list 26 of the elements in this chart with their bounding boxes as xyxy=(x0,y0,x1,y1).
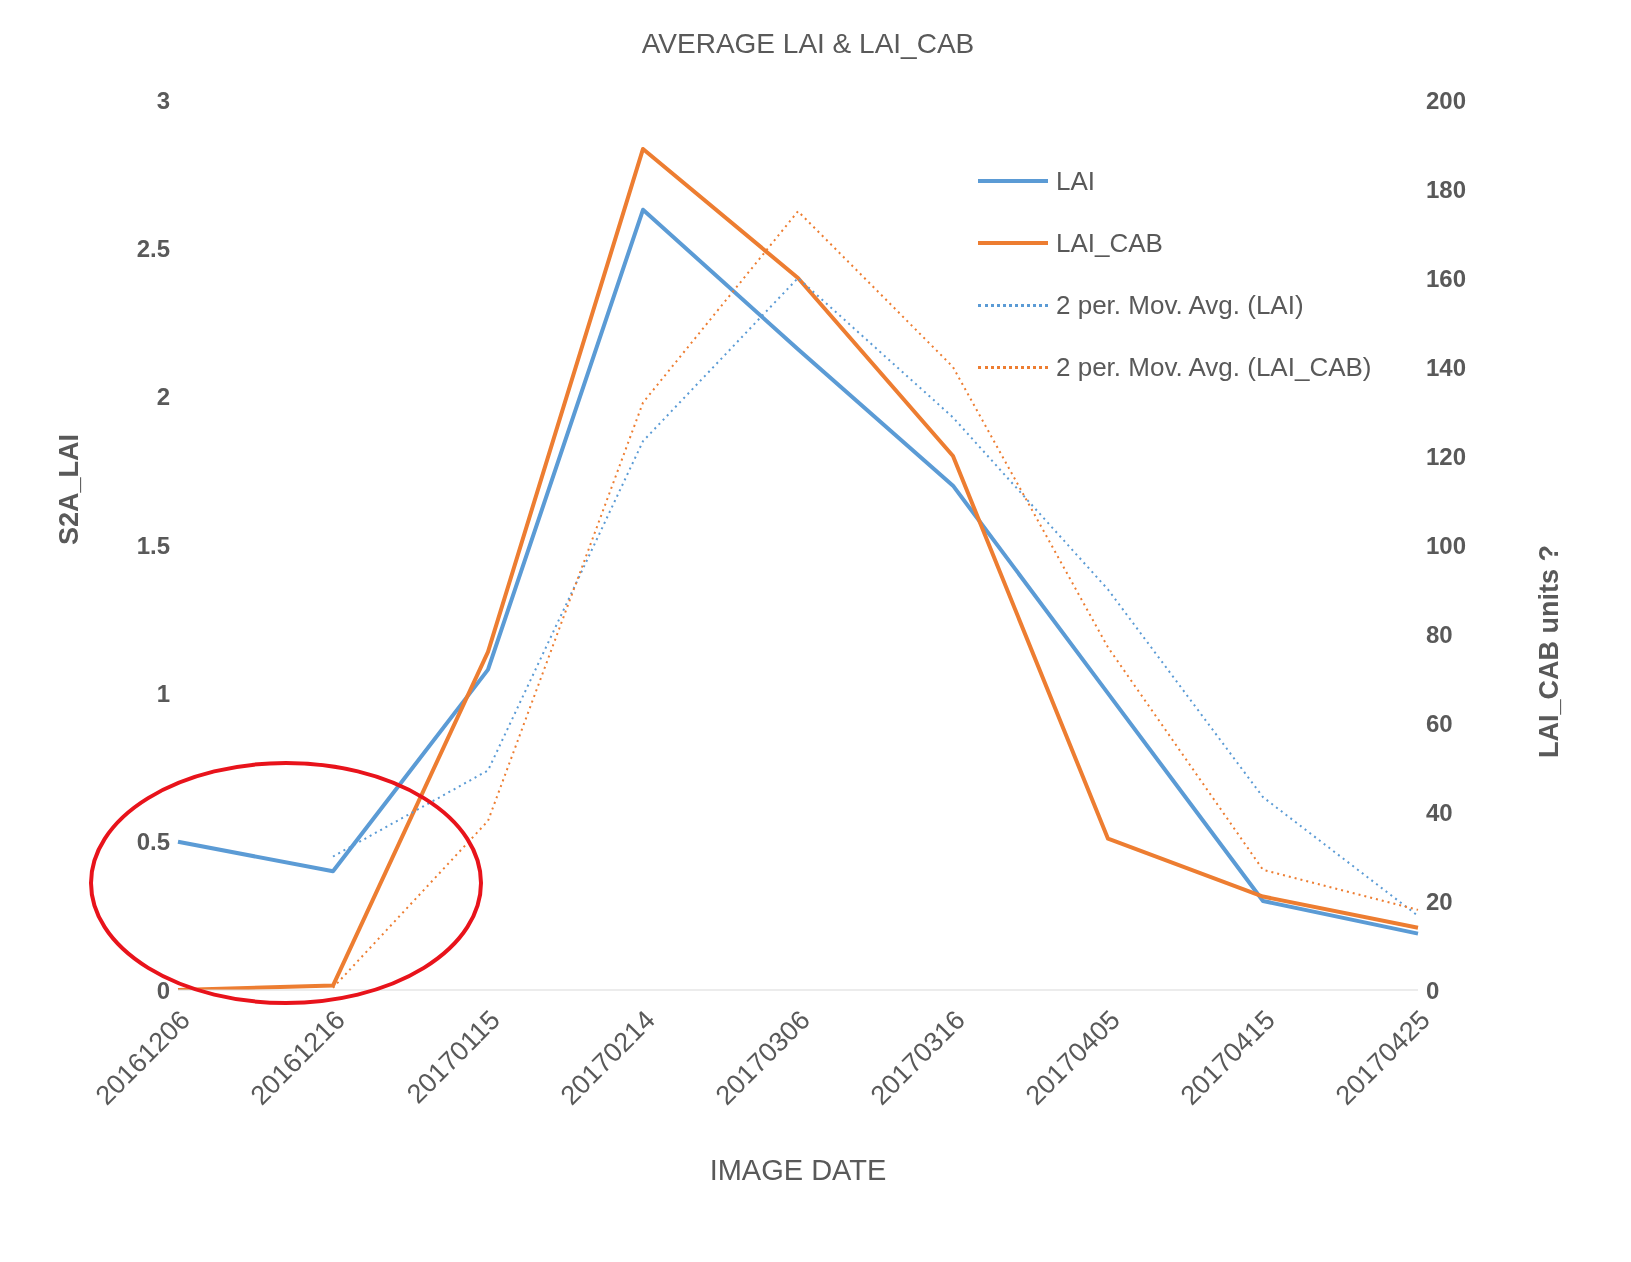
y-tick-label: 2 xyxy=(156,383,170,411)
y-tick-label: 1.5 xyxy=(136,531,170,559)
y2-tick-label: 60 xyxy=(1426,709,1453,737)
y2-axis-title: LAI_CAB units ? xyxy=(1533,545,1564,758)
y2-tick-label: 200 xyxy=(1426,86,1467,114)
y-tick-label: 0.5 xyxy=(136,828,170,856)
y2-tick-label: 80 xyxy=(1426,620,1453,648)
y2-tick-label: 120 xyxy=(1426,442,1467,470)
chart-title: AVERAGE LAI & LAI_CAB xyxy=(640,28,976,60)
y2-tick-label: 100 xyxy=(1426,531,1467,559)
legend-label: 2 per. Mov. Avg. (LAI_CAB) xyxy=(1056,351,1372,383)
y2-tick-label: 140 xyxy=(1426,353,1467,381)
legend-label: LAI_CAB xyxy=(1056,227,1163,259)
x-axis-title: IMAGE DATE xyxy=(709,1154,887,1186)
y2-tick-label: 20 xyxy=(1426,887,1453,915)
y-tick-label: 3 xyxy=(156,86,170,114)
y-tick-label: 1 xyxy=(156,679,170,707)
y2-tick-label: 0 xyxy=(1426,976,1440,1004)
legend-label: LAI xyxy=(1056,165,1096,197)
y2-tick-label: 180 xyxy=(1426,175,1467,203)
y-tick-label: 0 xyxy=(156,976,170,1004)
legend-label: 2 per. Mov. Avg. (LAI) xyxy=(1056,289,1304,321)
y2-tick-label: 160 xyxy=(1426,264,1467,292)
y-tick-label: 2.5 xyxy=(136,234,170,262)
y2-tick-label: 40 xyxy=(1426,798,1453,826)
y-axis-title: S2A_LAI xyxy=(53,433,84,545)
